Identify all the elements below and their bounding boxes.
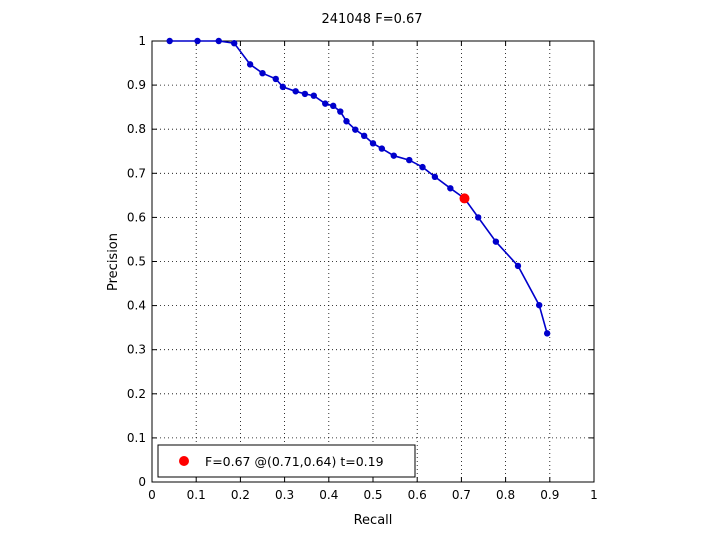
x-tick-label: 0.9 [540,488,559,502]
data-point [378,145,386,152]
data-point [343,118,350,125]
data-point [535,301,543,309]
axis-ticks [151,40,595,483]
data-point [419,163,426,171]
x-tick-labels: 0 0.1 0.2 0.3 0.4 0.5 0.6 0.7 0.8 0.9 1 [148,488,598,502]
y-tick-label: 0.4 [127,299,146,313]
data-point [166,37,173,45]
x-tick-label: 0.5 [363,488,382,502]
data-point [369,140,377,147]
data-point [322,100,329,107]
legend-marker [179,456,189,466]
best-f-point [459,193,470,204]
data-point [310,92,317,99]
y-tick-label: 0.5 [127,255,146,269]
data-point [492,238,500,245]
y-tick-label: 0 [138,475,146,489]
data-point [360,132,368,140]
legend-box [157,444,416,478]
data-point [215,37,222,45]
highlight [459,193,470,204]
data-point [390,152,397,159]
data-point [246,61,254,68]
legend: F=0.67 @(0.71,0.64) t=0.19 [157,444,416,478]
y-axis-label: Precision [106,233,121,291]
data-point [292,88,299,95]
x-tick-label: 0 [148,488,156,502]
data-point [447,185,454,192]
data-point [406,156,413,164]
data-point [330,102,337,110]
data-point [543,330,551,337]
x-tick-label: 0.2 [231,488,250,502]
data-point [337,108,344,115]
y-tick-label: 0.6 [127,210,146,224]
y-tick-label: 0.9 [127,78,146,92]
x-tick-label: 0.1 [187,488,206,502]
x-axis-label: Recall [354,513,393,528]
y-tick-label: 1 [138,34,146,48]
y-tick-label: 0.2 [127,387,146,401]
data-point [301,90,309,98]
data-point [259,69,266,77]
data-point [474,214,482,221]
x-tick-label: 0.4 [319,488,338,502]
data-point [194,37,201,45]
y-tick-label: 0.3 [127,343,146,357]
y-tick-labels: 0 0.1 0.2 0.3 0.4 0.5 0.6 0.7 0.8 0.9 1 [127,34,146,489]
x-tick-label: 0.3 [275,488,294,502]
legend-label: F=0.67 @(0.71,0.64) t=0.19 [205,454,384,469]
x-tick-label: 1 [590,488,598,502]
x-tick-label: 0.8 [496,488,515,502]
y-tick-label: 0.1 [127,431,146,445]
data-point [272,75,279,83]
x-tick-label: 0.7 [452,488,471,502]
y-tick-label: 0.7 [127,166,146,180]
grid [152,41,594,482]
data-point [279,83,287,91]
chart-title: 241048 F=0.67 [321,12,422,27]
y-tick-label: 0.8 [127,122,146,136]
data-point [231,40,238,47]
x-tick-label: 0.6 [408,488,427,502]
data-point [352,126,359,133]
data-point [431,173,439,181]
data-point [514,262,522,270]
